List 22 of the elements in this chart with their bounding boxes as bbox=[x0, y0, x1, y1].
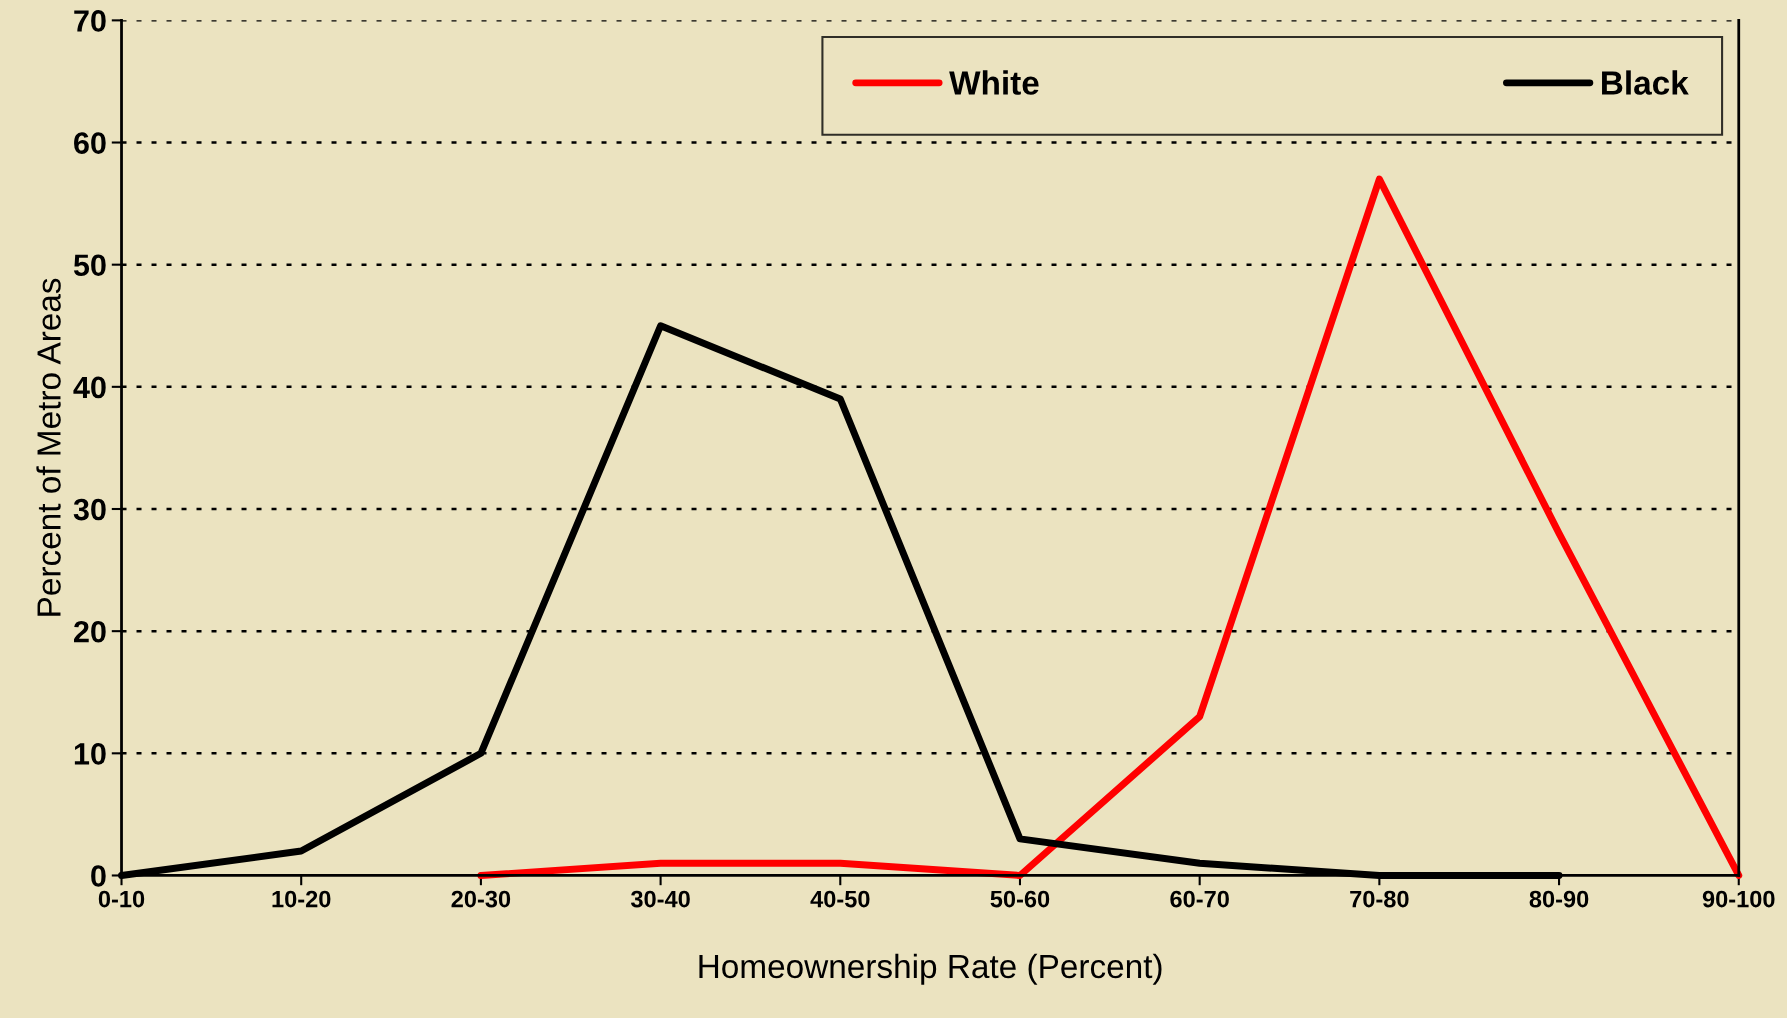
x-tick-label: 40-50 bbox=[810, 890, 870, 908]
y-tick-label: 20 bbox=[74, 620, 106, 643]
x-axis-title: Homeownership Rate (Percent) bbox=[699, 953, 1162, 985]
y-tick-label: 50 bbox=[73, 254, 106, 277]
y-tick-label: 60 bbox=[74, 132, 106, 154]
y-tick-label: 0 bbox=[91, 865, 106, 887]
y-tick-label: 40 bbox=[73, 376, 106, 399]
x-tick-label: 30-40 bbox=[630, 890, 690, 908]
x-tick-label: 10-20 bbox=[272, 890, 331, 908]
x-tick-label: 90-100 bbox=[1702, 890, 1775, 908]
y-tick-label: 10 bbox=[74, 743, 106, 765]
legend-label: White bbox=[949, 70, 1039, 95]
x-tick-label: 60-70 bbox=[1170, 890, 1229, 908]
y-axis-title: Percent of Metro Areas bbox=[36, 278, 61, 616]
y-tick-label: 30 bbox=[73, 498, 106, 521]
y-tick-label: 70 bbox=[74, 10, 106, 32]
legend-label: Black bbox=[1602, 70, 1689, 95]
x-tick-label: 70-80 bbox=[1350, 890, 1409, 908]
x-tick-label: 80-90 bbox=[1529, 890, 1589, 908]
x-tick-label: 50-60 bbox=[990, 890, 1050, 908]
x-tick-label: 20-30 bbox=[451, 890, 511, 908]
x-tick-label: 0-10 bbox=[98, 890, 145, 908]
